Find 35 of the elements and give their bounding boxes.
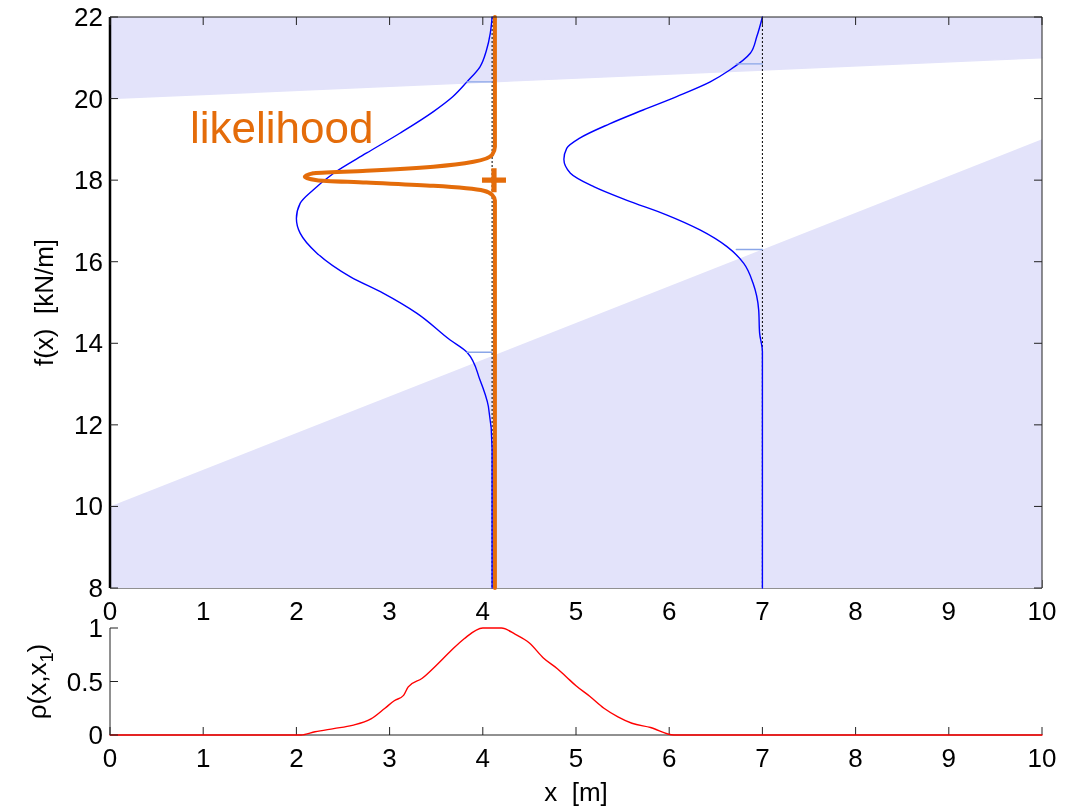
x-tick-label: 2 — [289, 596, 304, 626]
y-tick-label: 10 — [74, 491, 103, 522]
x-tick-label: 5 — [568, 743, 584, 773]
x-tick-label: 4 — [475, 743, 491, 773]
x-tick-label: 3 — [382, 743, 397, 773]
y-tick-label: 16 — [74, 246, 103, 277]
x-tick-label: 5 — [568, 596, 584, 626]
y-tick-label: 14 — [74, 328, 103, 359]
series-label: likelihood — [190, 102, 374, 152]
y-tick-label: 20 — [74, 83, 103, 114]
x-tick-label: 1 — [195, 596, 211, 626]
x-tick-label: 8 — [848, 596, 863, 626]
x-tick-label: 10 — [1027, 596, 1057, 626]
x-tick-label: 10 — [1027, 743, 1057, 773]
line-series — [109, 627, 1043, 736]
y-tick-label: 0.5 — [66, 666, 103, 697]
x-tick-label: 6 — [661, 596, 677, 626]
y-tick-label: 8 — [88, 573, 103, 603]
x-tick-label: 3 — [382, 596, 397, 626]
x-axis-title: x [m] — [544, 777, 608, 807]
line-series — [563, 16, 764, 589]
y-tick-label: 22 — [74, 2, 103, 32]
x-tick-label: 9 — [941, 743, 957, 773]
x-tick-label: 9 — [941, 596, 957, 626]
x-tick-label: 7 — [755, 743, 770, 773]
x-tick-label: 6 — [661, 743, 677, 773]
y-tick-label: 12 — [74, 409, 103, 440]
x-tick-label: 8 — [848, 743, 863, 773]
y-axis-title: f(x) [kN/m] — [29, 238, 60, 367]
y-tick-label: 18 — [74, 165, 103, 196]
x-tick-label: 7 — [755, 596, 770, 626]
x-tick-label: 2 — [289, 743, 304, 773]
x-tick-label: 4 — [475, 596, 491, 626]
x-tick-label: 1 — [195, 743, 211, 773]
y-tick-label: 0 — [88, 720, 103, 750]
